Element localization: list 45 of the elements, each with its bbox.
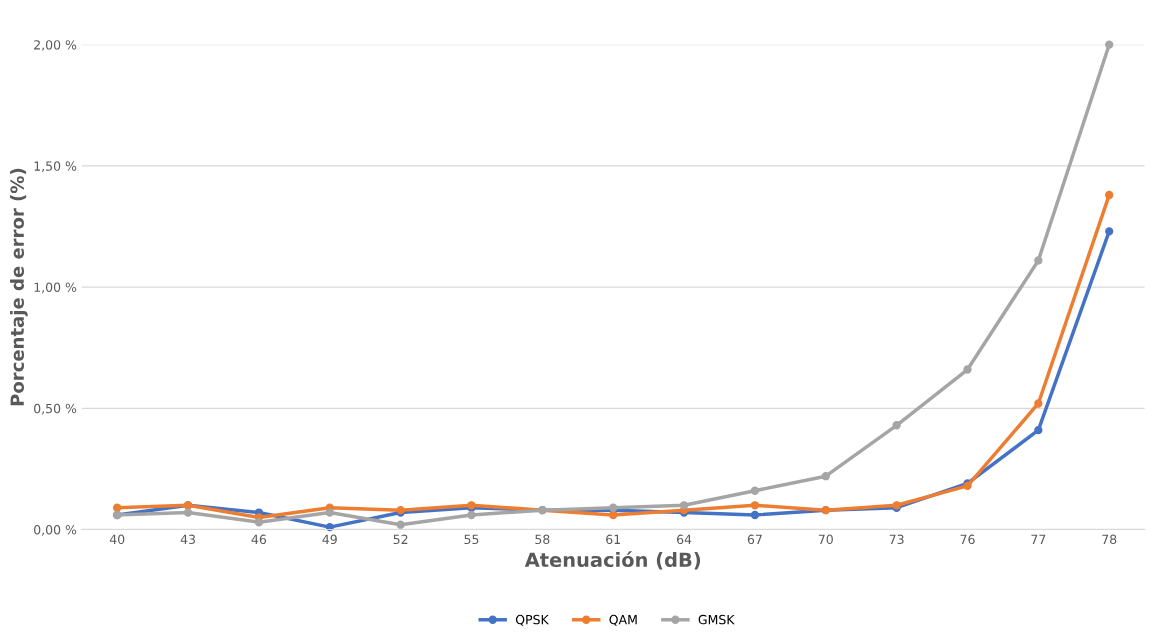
x-tick-label: 73 (889, 534, 904, 545)
x-tick-label: 77 (1031, 534, 1046, 544)
x-tick-label: 49 (322, 534, 337, 545)
point (750, 510, 760, 520)
point (892, 421, 901, 430)
x-tick-label: 78 (1102, 534, 1117, 545)
point (1034, 256, 1043, 265)
x-tick-label: 61 (606, 534, 620, 545)
y-tick-label: 0,50 % (34, 403, 77, 415)
point (1034, 425, 1043, 435)
point (1105, 227, 1114, 236)
legend-label: QPSK (515, 614, 549, 626)
x-tick-label: 40 (109, 534, 125, 545)
legend-label: GMSK (698, 614, 735, 625)
x-tick-label: 52 (393, 534, 408, 545)
point (396, 520, 405, 529)
x-tick-label: 70 (818, 534, 833, 545)
point (609, 510, 618, 520)
point (1034, 399, 1043, 408)
point (113, 503, 122, 512)
x-tick-label: 64 (676, 534, 692, 545)
y-tick-label: 1,50 % (34, 161, 77, 173)
point (254, 518, 264, 527)
legend-label: QAM (609, 614, 637, 626)
point (1105, 40, 1114, 49)
point (325, 508, 334, 517)
point (750, 501, 760, 510)
point (1105, 190, 1114, 200)
point (679, 501, 689, 510)
x-tick-label: 58 (535, 534, 550, 545)
point (821, 472, 830, 481)
x-tick-label: 43 (180, 534, 195, 545)
y-axis-title: Porcentaje de error (%) (10, 168, 28, 406)
y-tick-label: 1,00 % (34, 282, 77, 294)
y-tick-label: 0,00 % (34, 525, 77, 536)
y-tick-label: 2,00 % (34, 40, 77, 51)
x-tick-label: 46 (251, 534, 267, 545)
x-tick-label: 55 (464, 534, 479, 545)
point (750, 486, 760, 495)
x-tick-label: 76 (960, 534, 975, 545)
x-axis-title: Atenuación (dB) (524, 551, 701, 570)
x-tick-label: 67 (747, 534, 762, 545)
point (963, 365, 972, 374)
point (467, 510, 476, 520)
point (183, 508, 193, 517)
